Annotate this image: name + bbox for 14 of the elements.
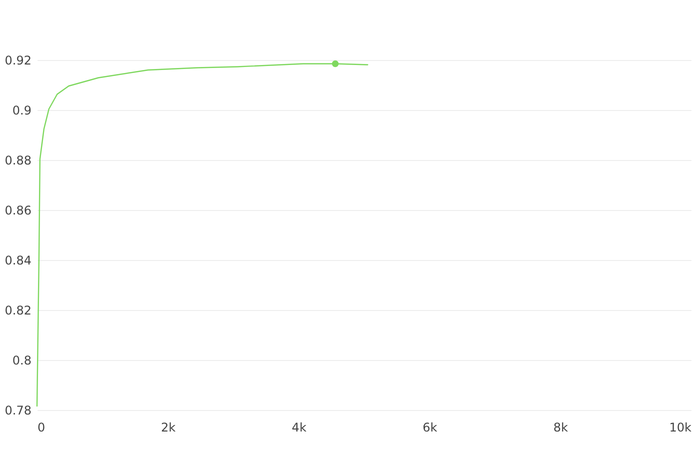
y-tick-label: 0.78	[4, 404, 32, 418]
x-tick-label: 4k	[292, 420, 306, 434]
x-tick-label: 2k	[161, 420, 176, 434]
y-tick-label: 0.8	[12, 354, 32, 368]
y-tick-label: 0.86	[4, 204, 32, 218]
x-tick-label: 10k	[669, 420, 692, 434]
y-tick-label: 0.88	[4, 154, 32, 168]
y-tick-label: 0.9	[12, 104, 32, 118]
y-tick-label: 0.84	[4, 254, 32, 268]
y-tick-label: 0.92	[4, 54, 32, 68]
x-tick-label: 6k	[422, 420, 438, 434]
x-tick-label: 8k	[553, 420, 568, 434]
x-tick-label: 0	[38, 420, 46, 434]
y-tick-label: 0.82	[4, 304, 32, 318]
